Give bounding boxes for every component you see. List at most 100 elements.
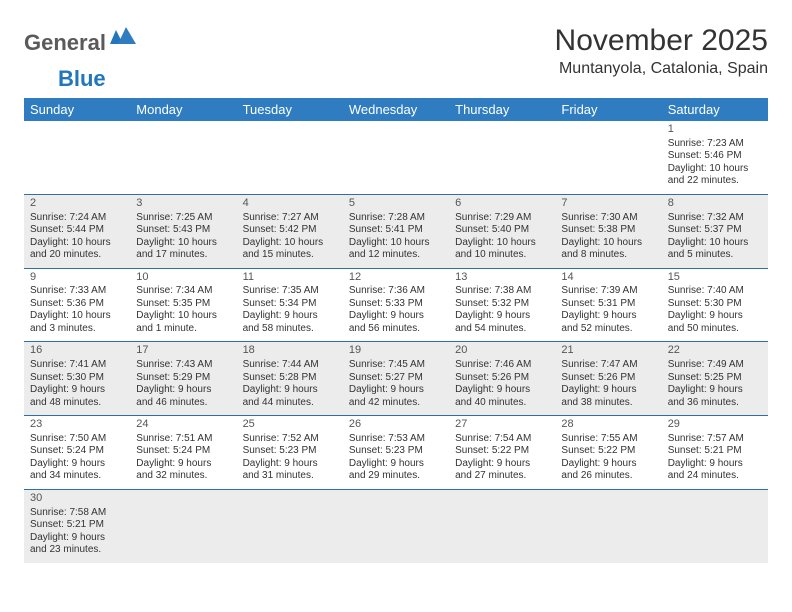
daylight-text: Daylight: 9 hours and 24 minutes.	[668, 458, 762, 483]
day-number: 3	[136, 197, 230, 211]
sunset-text: Sunset: 5:30 PM	[668, 298, 762, 311]
calendar-day: 26Sunrise: 7:53 AMSunset: 5:23 PMDayligh…	[343, 416, 449, 490]
daylight-text: Daylight: 10 hours and 5 minutes.	[668, 237, 762, 262]
daylight-text: Daylight: 9 hours and 34 minutes.	[30, 458, 124, 483]
calendar-day: 6Sunrise: 7:29 AMSunset: 5:40 PMDaylight…	[449, 194, 555, 268]
sunrise-text: Sunrise: 7:29 AM	[455, 212, 549, 225]
sunset-text: Sunset: 5:26 PM	[561, 372, 655, 385]
calendar-day: 5Sunrise: 7:28 AMSunset: 5:41 PMDaylight…	[343, 194, 449, 268]
daylight-text: Daylight: 9 hours and 23 minutes.	[30, 532, 124, 557]
sunrise-text: Sunrise: 7:52 AM	[243, 433, 337, 446]
daylight-text: Daylight: 9 hours and 52 minutes.	[561, 310, 655, 335]
sunrise-text: Sunrise: 7:47 AM	[561, 359, 655, 372]
calendar-week: 9Sunrise: 7:33 AMSunset: 5:36 PMDaylight…	[24, 268, 768, 342]
sunrise-text: Sunrise: 7:44 AM	[243, 359, 337, 372]
day-number: 9	[30, 271, 124, 285]
day-number: 14	[561, 271, 655, 285]
daylight-text: Daylight: 9 hours and 50 minutes.	[668, 310, 762, 335]
calendar-week: 30Sunrise: 7:58 AMSunset: 5:21 PMDayligh…	[24, 489, 768, 562]
sunrise-text: Sunrise: 7:40 AM	[668, 285, 762, 298]
calendar-day: 20Sunrise: 7:46 AMSunset: 5:26 PMDayligh…	[449, 342, 555, 416]
calendar-day	[343, 121, 449, 194]
day-number: 7	[561, 197, 655, 211]
daylight-text: Daylight: 9 hours and 31 minutes.	[243, 458, 337, 483]
sunrise-text: Sunrise: 7:43 AM	[136, 359, 230, 372]
location: Muntanyola, Catalonia, Spain	[555, 60, 768, 78]
day-number: 8	[668, 197, 762, 211]
flag-icon	[110, 27, 136, 50]
calendar-body: 1Sunrise: 7:23 AMSunset: 5:46 PMDaylight…	[24, 121, 768, 563]
sunset-text: Sunset: 5:21 PM	[30, 519, 124, 532]
daylight-text: Daylight: 10 hours and 3 minutes.	[30, 310, 124, 335]
calendar-day: 15Sunrise: 7:40 AMSunset: 5:30 PMDayligh…	[662, 268, 768, 342]
calendar-day: 25Sunrise: 7:52 AMSunset: 5:23 PMDayligh…	[237, 416, 343, 490]
sunset-text: Sunset: 5:40 PM	[455, 224, 549, 237]
calendar-day	[130, 121, 236, 194]
day-number: 19	[349, 344, 443, 358]
sunrise-text: Sunrise: 7:35 AM	[243, 285, 337, 298]
daylight-text: Daylight: 10 hours and 22 minutes.	[668, 163, 762, 188]
month-title: November 2025	[555, 24, 768, 58]
day-number: 20	[455, 344, 549, 358]
sunset-text: Sunset: 5:29 PM	[136, 372, 230, 385]
daylight-text: Daylight: 10 hours and 12 minutes.	[349, 237, 443, 262]
title-block: November 2025 Muntanyola, Catalonia, Spa…	[555, 24, 768, 78]
daylight-text: Daylight: 10 hours and 1 minute.	[136, 310, 230, 335]
calendar-day: 13Sunrise: 7:38 AMSunset: 5:32 PMDayligh…	[449, 268, 555, 342]
calendar-day: 8Sunrise: 7:32 AMSunset: 5:37 PMDaylight…	[662, 194, 768, 268]
sunset-text: Sunset: 5:37 PM	[668, 224, 762, 237]
sunset-text: Sunset: 5:22 PM	[561, 445, 655, 458]
day-number: 28	[561, 418, 655, 432]
weekday-heading: Saturday	[662, 98, 768, 121]
calendar-day: 19Sunrise: 7:45 AMSunset: 5:27 PMDayligh…	[343, 342, 449, 416]
sunset-text: Sunset: 5:34 PM	[243, 298, 337, 311]
day-number: 2	[30, 197, 124, 211]
calendar-day	[555, 489, 661, 562]
day-number: 24	[136, 418, 230, 432]
day-number: 27	[455, 418, 549, 432]
calendar-day	[449, 121, 555, 194]
daylight-text: Daylight: 9 hours and 54 minutes.	[455, 310, 549, 335]
sunrise-text: Sunrise: 7:41 AM	[30, 359, 124, 372]
daylight-text: Daylight: 10 hours and 10 minutes.	[455, 237, 549, 262]
sunset-text: Sunset: 5:28 PM	[243, 372, 337, 385]
weekday-heading: Sunday	[24, 98, 130, 121]
calendar-day: 22Sunrise: 7:49 AMSunset: 5:25 PMDayligh…	[662, 342, 768, 416]
sunrise-text: Sunrise: 7:50 AM	[30, 433, 124, 446]
sunrise-text: Sunrise: 7:46 AM	[455, 359, 549, 372]
calendar-day: 14Sunrise: 7:39 AMSunset: 5:31 PMDayligh…	[555, 268, 661, 342]
calendar-day	[24, 121, 130, 194]
sunset-text: Sunset: 5:46 PM	[668, 150, 762, 163]
daylight-text: Daylight: 9 hours and 29 minutes.	[349, 458, 443, 483]
daylight-text: Daylight: 10 hours and 17 minutes.	[136, 237, 230, 262]
calendar-day: 3Sunrise: 7:25 AMSunset: 5:43 PMDaylight…	[130, 194, 236, 268]
calendar-day: 4Sunrise: 7:27 AMSunset: 5:42 PMDaylight…	[237, 194, 343, 268]
calendar-day: 7Sunrise: 7:30 AMSunset: 5:38 PMDaylight…	[555, 194, 661, 268]
daylight-text: Daylight: 9 hours and 58 minutes.	[243, 310, 337, 335]
sunset-text: Sunset: 5:43 PM	[136, 224, 230, 237]
day-number: 15	[668, 271, 762, 285]
daylight-text: Daylight: 10 hours and 20 minutes.	[30, 237, 124, 262]
sunset-text: Sunset: 5:31 PM	[561, 298, 655, 311]
daylight-text: Daylight: 9 hours and 38 minutes.	[561, 384, 655, 409]
sunset-text: Sunset: 5:27 PM	[349, 372, 443, 385]
day-number: 26	[349, 418, 443, 432]
calendar-day: 23Sunrise: 7:50 AMSunset: 5:24 PMDayligh…	[24, 416, 130, 490]
daylight-text: Daylight: 9 hours and 40 minutes.	[455, 384, 549, 409]
calendar-header-row: Sunday Monday Tuesday Wednesday Thursday…	[24, 98, 768, 121]
daylight-text: Daylight: 10 hours and 15 minutes.	[243, 237, 337, 262]
daylight-text: Daylight: 9 hours and 27 minutes.	[455, 458, 549, 483]
calendar-day: 24Sunrise: 7:51 AMSunset: 5:24 PMDayligh…	[130, 416, 236, 490]
sunset-text: Sunset: 5:32 PM	[455, 298, 549, 311]
calendar-day: 27Sunrise: 7:54 AMSunset: 5:22 PMDayligh…	[449, 416, 555, 490]
calendar-day: 16Sunrise: 7:41 AMSunset: 5:30 PMDayligh…	[24, 342, 130, 416]
sunrise-text: Sunrise: 7:24 AM	[30, 212, 124, 225]
calendar-day: 28Sunrise: 7:55 AMSunset: 5:22 PMDayligh…	[555, 416, 661, 490]
sunset-text: Sunset: 5:33 PM	[349, 298, 443, 311]
calendar-week: 23Sunrise: 7:50 AMSunset: 5:24 PMDayligh…	[24, 416, 768, 490]
sunrise-text: Sunrise: 7:45 AM	[349, 359, 443, 372]
sunrise-text: Sunrise: 7:33 AM	[30, 285, 124, 298]
brand-logo: General	[24, 24, 136, 56]
day-number: 4	[243, 197, 337, 211]
sunrise-text: Sunrise: 7:34 AM	[136, 285, 230, 298]
